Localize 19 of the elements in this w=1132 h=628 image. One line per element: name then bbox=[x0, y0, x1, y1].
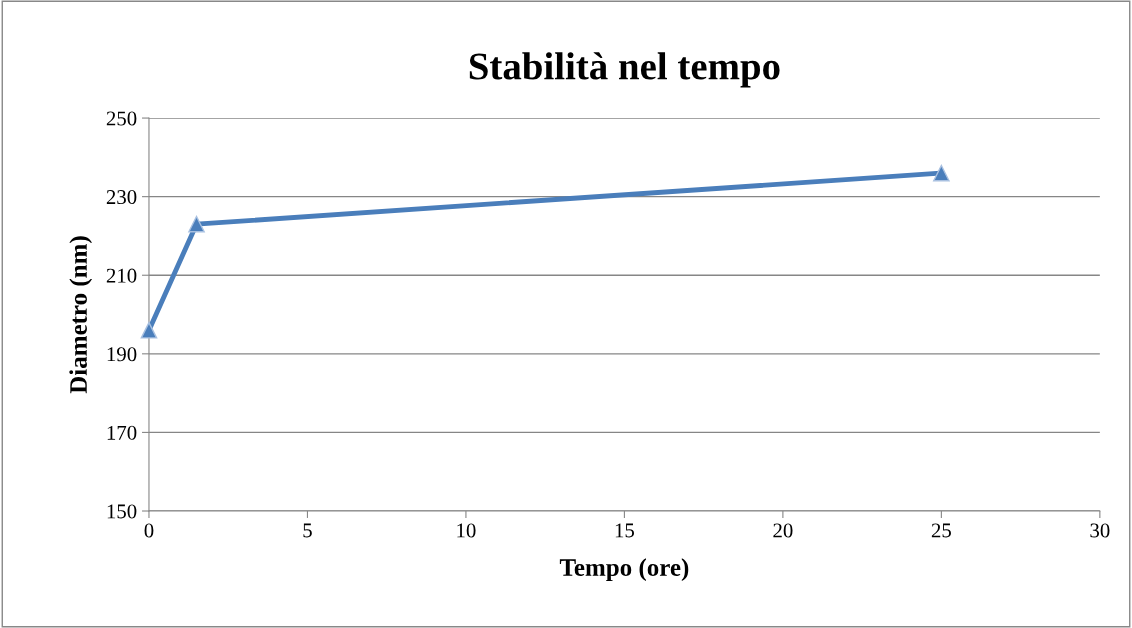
y-tick-label: 210 bbox=[106, 268, 137, 283]
point bbox=[188, 215, 205, 233]
x-tick-label: 10 bbox=[457, 523, 476, 538]
y-tick-label: 170 bbox=[107, 425, 137, 440]
x-tick-label: 15 bbox=[615, 523, 635, 538]
x-tick-label: 5 bbox=[303, 523, 312, 538]
chart-title: Stabilità nel tempo bbox=[469, 52, 780, 88]
y-tick-label: 190 bbox=[107, 347, 137, 362]
y-tick-label: 150 bbox=[107, 504, 137, 519]
x-tick-label: 25 bbox=[931, 523, 951, 538]
point bbox=[933, 164, 950, 182]
y-tick-label: 230 bbox=[106, 190, 137, 205]
point bbox=[140, 321, 158, 339]
x-axis-title: Tempo (ore) bbox=[559, 558, 689, 582]
x-tick-label: 20 bbox=[773, 523, 793, 538]
x-tick-label: 30 bbox=[1090, 523, 1110, 538]
x-tick-label: 0 bbox=[144, 523, 154, 538]
y-tick-label: 250 bbox=[106, 111, 137, 126]
y-axis-title: Diametro (nm) bbox=[69, 236, 93, 394]
